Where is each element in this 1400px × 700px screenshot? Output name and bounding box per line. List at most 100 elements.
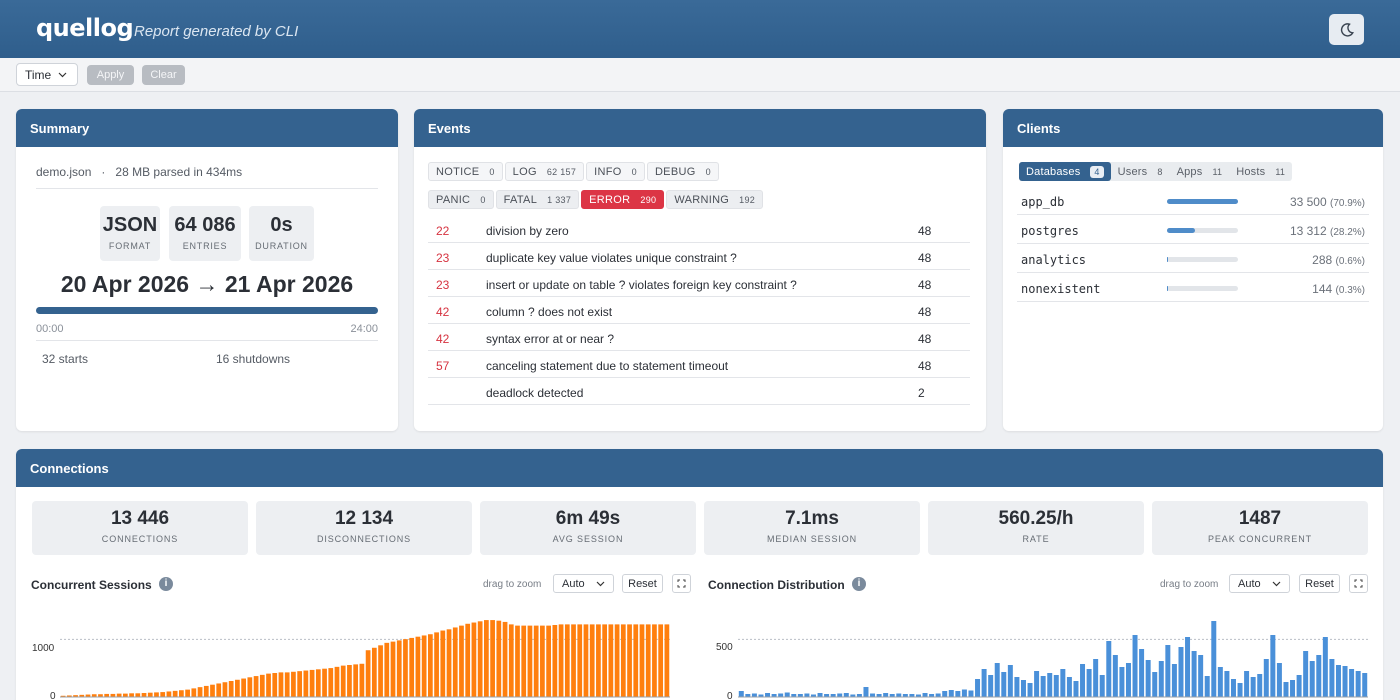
event-row[interactable]: 23 duplicate key value violates unique co… [428,243,970,270]
chart-bar [758,694,764,697]
chart-bar [942,691,948,697]
chart-bar [253,676,259,697]
event-code: 23 [436,251,450,265]
client-name: app_db [1021,195,1065,209]
chart-bar [235,679,240,697]
chart-bar [1322,637,1328,697]
theme-toggle-button[interactable] [1329,14,1364,45]
chart-bar [446,629,452,697]
level-pill-notice[interactable]: NOTICE 0 [428,162,503,181]
level-pill-log[interactable]: LOG 62 157 [504,162,585,181]
info-icon[interactable]: i [159,577,173,591]
chart-bar [371,647,377,697]
level-pill-debug[interactable]: DEBUG 0 [646,162,719,181]
client-percent: (70.9%) [1329,198,1365,209]
chart-bar [988,675,994,697]
events-title: Events [414,109,986,147]
pill-label: NOTICE [436,165,480,178]
chart-bar [378,645,383,697]
event-code: 42 [436,305,450,319]
kpi-value: 12 134 [334,508,394,529]
filter-bar: Time Apply Clear [0,58,1400,92]
apply-button[interactable]: Apply [87,65,134,85]
event-row[interactable]: 22 division by zero 48 [428,216,970,243]
chart-bar [359,663,365,697]
chart-bar [172,690,178,697]
pill-count: 0 [489,166,495,177]
y-tick-label: 1000 [32,643,55,654]
chart-bar [1211,621,1217,697]
client-bar-track [1167,257,1238,262]
expand-button[interactable] [1349,574,1368,593]
chart-bar [1027,683,1033,697]
tab-hosts[interactable]: Hosts 11 [1229,162,1292,181]
level-pill-panic[interactable]: PANIC 0 [428,190,494,209]
tab-label: Hosts [1236,165,1266,178]
chart-bar [1342,666,1348,697]
event-code: 23 [436,278,450,292]
event-row[interactable]: deadlock detected 2 [428,378,970,405]
client-name: analytics [1021,253,1087,267]
chart-bar [1296,675,1302,697]
event-row[interactable]: 57 canceling statement due to statement t… [428,351,970,378]
chart-bar [889,694,895,697]
level-pill-info[interactable]: INFO 0 [586,162,645,181]
event-message: canceling statement due to statement tim… [486,359,729,373]
chart-bar [1185,637,1191,697]
level-pill-error[interactable]: ERROR 290 [581,190,665,209]
chart-bar [784,692,790,697]
chart-bar [1125,663,1131,697]
client-row[interactable]: postgres 13 312 (28.2%) [1017,215,1369,244]
connection-distribution-chart[interactable] [738,614,1368,700]
chevron-down-icon [596,581,605,586]
bucket-select[interactable]: Auto [1229,574,1290,593]
kpi-value: 7.1ms [785,508,839,529]
tab-count: 11 [1212,166,1223,177]
tab-databases[interactable]: Databases 4 [1019,162,1111,181]
event-row[interactable]: 42 column ? does not exist 48 [428,297,970,324]
event-row[interactable]: 23 insert or update on table ? violates f… [428,270,970,297]
chart-bar [771,694,777,697]
bucket-select[interactable]: Auto [553,574,614,593]
chart-bar [440,630,446,697]
pill-label: LOG [512,165,537,178]
chart-bar [154,692,159,697]
client-value: 33 500 (70.9%) [1290,195,1365,209]
chart-bar [876,694,882,697]
kpi-value: 6m 49s [555,508,621,529]
chart-bar [817,693,823,697]
client-row[interactable]: nonexistent 144 (0.3%) [1017,273,1369,302]
info-icon[interactable]: i [852,577,866,591]
reset-zoom-button[interactable]: Reset [622,574,663,593]
chart-bar [85,694,91,697]
summary-title: Summary [16,109,398,147]
tab-apps[interactable]: Apps 11 [1170,162,1230,181]
chart-bar [334,666,340,697]
expand-button[interactable] [672,574,691,593]
client-row[interactable]: app_db 33 500 (70.9%) [1017,186,1369,215]
chart-bar [929,694,935,697]
chart-bar [160,692,166,697]
concurrent-sessions-chart[interactable] [60,614,670,700]
time-filter-select[interactable]: Time [16,63,78,86]
level-pill-fatal[interactable]: FATAL 1 337 [495,190,580,209]
chart-bar [778,693,784,697]
tab-users[interactable]: Users 8 [1111,162,1170,181]
client-bar-fill [1167,199,1238,204]
chart-bar [804,693,810,697]
client-row[interactable]: analytics 288 (0.6%) [1017,244,1369,273]
clear-button[interactable]: Clear [142,65,185,85]
level-pill-warning[interactable]: WARNING 192 [666,190,764,209]
chart-bar [1349,669,1355,697]
reset-zoom-button[interactable]: Reset [1299,574,1340,593]
kpi-label: PEAK CONCURRENT [1207,534,1312,544]
chart-bar [902,694,908,697]
event-code: 57 [436,359,450,373]
starts-count: 32 starts [42,352,89,366]
event-row[interactable]: 42 syntax error at or near ? 48 [428,324,970,351]
stat-duration: 0s DURATION [249,206,314,261]
chart-bar [922,693,928,697]
pill-count: 192 [739,194,756,205]
chart-bar [1276,663,1282,697]
client-bar-track [1167,286,1238,291]
